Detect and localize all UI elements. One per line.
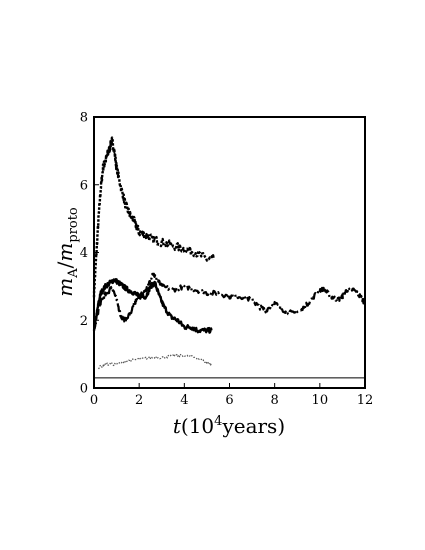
series-layer bbox=[92, 136, 367, 379]
x-tick-label: 10 bbox=[312, 393, 329, 408]
x-tick-label: 4 bbox=[180, 393, 188, 408]
x-tick-label: 8 bbox=[271, 393, 279, 408]
series-line-dashdot bbox=[92, 272, 367, 330]
x-axis-title: t(104years) bbox=[173, 414, 285, 438]
y-tick-label: 2 bbox=[80, 314, 88, 329]
x-tick-label: 2 bbox=[135, 393, 143, 408]
y-tick-label: 6 bbox=[80, 178, 88, 193]
y-tick-label: 4 bbox=[80, 246, 88, 261]
y-tick-label: 0 bbox=[80, 382, 88, 397]
y-tick-label: 8 bbox=[80, 111, 88, 126]
x-tick-label: 0 bbox=[90, 393, 98, 408]
plot-area-frame bbox=[93, 116, 366, 389]
x-tick-label: 12 bbox=[357, 393, 374, 408]
series-line-dotted bbox=[92, 136, 215, 298]
series-line-faint bbox=[98, 353, 212, 370]
tick-layer: 0 2 4 6 8 10 12 0 2 4 6 8 bbox=[80, 111, 374, 409]
y-axis-title: mA/mproto bbox=[53, 207, 81, 297]
x-tick-label: 6 bbox=[225, 393, 233, 408]
